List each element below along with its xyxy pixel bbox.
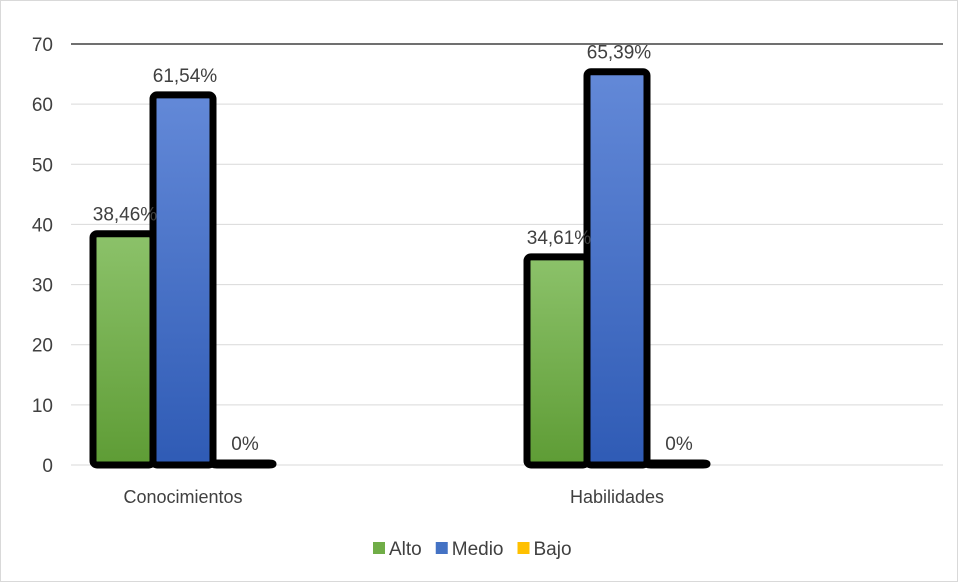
- bar-alto-habilidades: [523, 253, 591, 469]
- legend-swatch-alto: [373, 542, 385, 554]
- bar-bajo-conocimientos: [209, 459, 277, 469]
- y-tick-label-30: 30: [32, 276, 53, 297]
- data-label-bajo-conocimientos: 0%: [231, 434, 259, 455]
- bar-bajo-habilidades: [643, 459, 711, 469]
- x-category-label-habilidades: Habilidades: [570, 487, 664, 507]
- bar-medio-habilidades: [583, 68, 651, 469]
- legend: Alto Medio Bajo: [373, 539, 572, 560]
- y-tick-label-70: 70: [32, 35, 53, 56]
- legend-label-alto: Alto: [389, 539, 422, 560]
- data-label-bajo-habilidades: 0%: [665, 434, 693, 455]
- data-label-medio-habilidades: 65,39%: [587, 43, 652, 64]
- y-axis: 0 10 20 30 40 50 60 70: [32, 35, 53, 477]
- data-label-alto-habilidades: 34,61%: [527, 228, 592, 249]
- legend-swatch-medio: [435, 542, 448, 554]
- x-axis: Conocimientos Habilidades: [123, 487, 664, 507]
- bars: [89, 68, 711, 469]
- data-label-alto-conocimientos: 38,46%: [93, 205, 158, 226]
- data-labels: 38,46% 61,54% 0% 34,61% 65,39% 0%: [93, 43, 693, 455]
- y-tick-label-50: 50: [32, 155, 53, 176]
- x-category-label-conocimientos: Conocimientos: [123, 487, 242, 507]
- y-tick-label-60: 60: [32, 95, 53, 116]
- bar-medio-conocimientos: [149, 91, 217, 469]
- legend-label-bajo: Bajo: [534, 539, 572, 560]
- y-tick-label-40: 40: [32, 215, 53, 236]
- y-tick-label-20: 20: [32, 336, 53, 357]
- data-label-medio-conocimientos: 61,54%: [153, 66, 218, 87]
- legend-label-medio: Medio: [452, 539, 504, 560]
- bar-alto-conocimientos: [89, 230, 157, 469]
- y-tick-label-10: 10: [32, 396, 53, 417]
- legend-swatch-bajo: [517, 542, 530, 554]
- y-tick-label-0: 0: [42, 456, 53, 477]
